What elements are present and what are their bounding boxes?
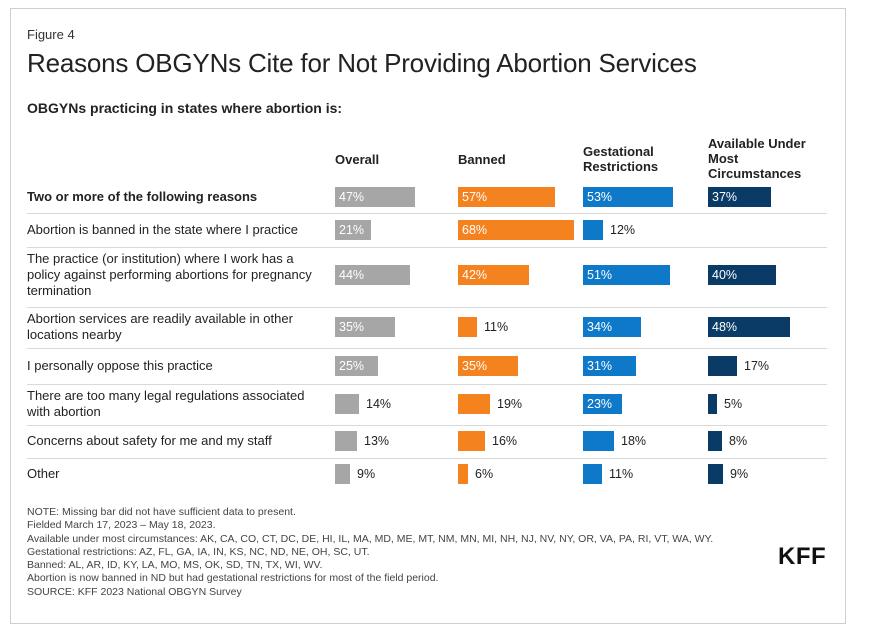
bar-overall	[335, 220, 371, 240]
bar-available-under-most-circumstances	[708, 356, 737, 376]
value-label: 40%	[712, 268, 738, 282]
bar-banned	[458, 431, 485, 451]
footnotes: NOTE: Missing bar did not have sufficien…	[27, 506, 713, 599]
bar-gestational-restrictions	[583, 394, 622, 414]
value-label: 53%	[587, 190, 613, 204]
value-label: 57%	[462, 190, 488, 204]
value-label: 51%	[587, 268, 613, 282]
row-label: Concerns about safety for me and my staf…	[27, 433, 272, 448]
value-label: 11%	[484, 320, 509, 334]
note-line: Available under most circumstances: AK, …	[27, 532, 714, 545]
note-line: Abortion is now banned in ND but had ges…	[27, 572, 439, 585]
bar-overall	[335, 464, 350, 484]
value-label: 42%	[462, 268, 488, 282]
value-label: 9%	[730, 467, 749, 481]
kff-logo: KFF	[778, 543, 827, 570]
row-label: Abortion is banned in the state where I …	[27, 222, 298, 237]
row-label: There are too many legal regulations ass…	[27, 388, 305, 419]
value-label: 37%	[712, 190, 738, 204]
value-label: 6%	[475, 467, 494, 481]
value-label: 23%	[587, 397, 613, 411]
note-line: Fielded March 17, 2023 – May 18, 2023.	[27, 519, 216, 532]
row-separator	[27, 247, 827, 248]
bar-gestational-restrictions	[583, 464, 602, 484]
value-label: 13%	[364, 434, 390, 448]
value-label: 9%	[357, 467, 376, 481]
row-separator	[27, 384, 827, 385]
bar-gestational-restrictions	[583, 220, 603, 240]
bar-available-under-most-circumstances	[708, 317, 790, 337]
bar-overall	[335, 394, 359, 414]
bar-gestational-restrictions	[583, 187, 673, 207]
figure-label: Figure 4	[27, 27, 75, 42]
chart-title: Reasons OBGYNs Cite for Not Providing Ab…	[27, 48, 697, 78]
row-separator	[27, 307, 827, 308]
value-label: 35%	[339, 320, 365, 334]
value-label: 5%	[724, 397, 743, 411]
value-label: 11%	[609, 467, 634, 481]
value-label: 44%	[339, 268, 365, 282]
row-separator	[27, 458, 827, 459]
bar-banned	[458, 220, 574, 240]
bar-gestational-restrictions	[583, 356, 636, 376]
row-label: The practice (or institution) where I wo…	[27, 251, 312, 298]
value-label: 34%	[587, 320, 613, 334]
column-header-banned: Banned	[458, 152, 506, 167]
note-line: NOTE: Missing bar did not have sufficien…	[27, 506, 296, 518]
row-label: Other	[27, 466, 60, 481]
row-separator	[27, 213, 827, 214]
bar-overall	[335, 317, 395, 337]
row-separator	[27, 348, 827, 349]
bar-banned	[458, 464, 468, 484]
value-label: 18%	[621, 434, 647, 448]
bar-banned	[458, 317, 477, 337]
value-label: 12%	[610, 223, 636, 237]
row-separator	[27, 425, 827, 426]
row-label: Two or more of the following reasons	[27, 189, 258, 204]
value-label: 35%	[462, 359, 488, 373]
value-label: 21%	[339, 223, 365, 237]
value-label: 48%	[712, 320, 738, 334]
bar-overall	[335, 356, 378, 376]
bar-available-under-most-circumstances	[708, 187, 771, 207]
bar-gestational-restrictions	[583, 317, 641, 337]
bar-available-under-most-circumstances	[708, 265, 776, 285]
bar-available-under-most-circumstances	[708, 431, 722, 451]
note-line: SOURCE: KFF 2023 National OBGYN Survey	[27, 585, 242, 598]
bar-gestational-restrictions	[583, 265, 670, 285]
bar-banned	[458, 394, 490, 414]
figure-frame	[10, 8, 846, 624]
row-label: I personally oppose this practice	[27, 358, 213, 373]
row-label: Abortion services are readily available …	[27, 311, 293, 342]
value-label: 68%	[462, 223, 488, 237]
value-label: 17%	[744, 359, 770, 373]
column-header-gestational-restrictions: Gestational Restrictions	[583, 144, 659, 174]
value-label: 31%	[587, 359, 613, 373]
value-label: 14%	[366, 397, 392, 411]
chart-subtitle: OBGYNs practicing in states where aborti…	[27, 100, 343, 116]
bar-gestational-restrictions	[583, 431, 614, 451]
value-label: 19%	[497, 397, 523, 411]
note-line: Banned: AL, AR, ID, KY, LA, MO, MS, OK, …	[27, 559, 323, 572]
column-header-overall: Overall	[335, 152, 380, 167]
bar-overall	[335, 187, 415, 207]
note-line: Gestational restrictions: AZ, FL, GA, IA…	[27, 545, 370, 558]
bar-banned	[458, 356, 518, 376]
bar-overall	[335, 431, 357, 451]
bar-banned	[458, 187, 555, 207]
bar-available-under-most-circumstances	[708, 464, 723, 484]
bar-overall	[335, 265, 410, 285]
value-label: 16%	[492, 434, 518, 448]
value-label: 47%	[339, 190, 365, 204]
bar-banned	[458, 265, 529, 285]
bar-available-under-most-circumstances	[708, 394, 717, 414]
value-label: 8%	[729, 434, 748, 448]
column-header-available-under-most-circumstances: Available Under Most Circumstances	[708, 136, 806, 181]
value-label: 25%	[339, 359, 365, 373]
